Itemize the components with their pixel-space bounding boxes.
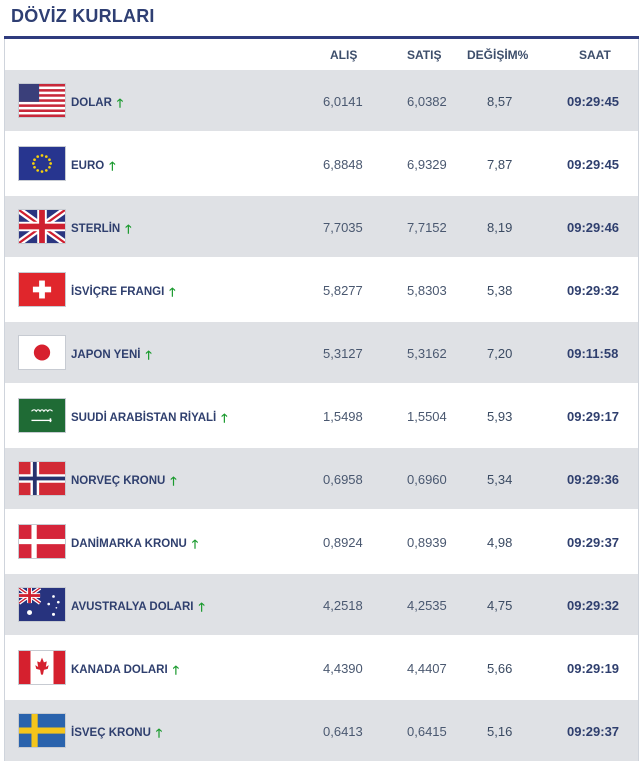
ch-flag-icon [18, 272, 66, 307]
column-header-buy: ALIŞ [330, 48, 358, 62]
currency-name[interactable]: DANİMARKA KRONU 🡑 [71, 535, 198, 556]
buy-rate: 6,0141 [323, 94, 363, 109]
buy-rate: 4,4390 [323, 661, 363, 676]
table-row[interactable]: EURO 🡑 6,8848 6,9329 7,87 09:29:45 [5, 133, 638, 194]
arrow-up-icon: 🡑 [116, 96, 124, 110]
change-percent: 8,19 [487, 220, 513, 235]
buy-rate: 4,2518 [323, 598, 363, 613]
table-row[interactable]: İSVİÇRE FRANGI 🡑 5,8277 5,8303 5,38 09:29… [5, 259, 638, 320]
jp-flag-icon [18, 335, 66, 370]
buy-rate: 1,5498 [323, 409, 363, 424]
table-row[interactable]: NORVEÇ KRONU 🡑 0,6958 0,6960 5,34 09:29:3… [5, 448, 638, 509]
currency-name[interactable]: İSVEÇ KRONU 🡑 [71, 724, 162, 745]
change-percent: 5,16 [487, 724, 513, 739]
update-time: 09:29:45 [567, 157, 620, 172]
currency-name[interactable]: SUUDİ ARABİSTAN RİYALİ 🡑 [71, 409, 228, 430]
buy-rate: 0,6413 [323, 724, 363, 739]
page-title: DÖVİZ KURLARI [11, 6, 155, 26]
update-time: 09:29:37 [567, 724, 620, 739]
change-percent: 5,34 [487, 472, 513, 487]
sell-rate: 6,0382 [407, 94, 447, 109]
currency-name[interactable]: AVUSTRALYA DOLARI 🡑 [71, 598, 205, 619]
currency-name[interactable]: İSVİÇRE FRANGI 🡑 [71, 283, 176, 304]
us-flag-icon [18, 83, 66, 118]
arrow-up-icon: 🡑 [109, 159, 116, 173]
change-percent: 5,93 [487, 409, 513, 424]
title-divider [4, 36, 639, 39]
currency-table: DOLAR 🡑 6,0141 6,0382 8,57 09:29:45 EURO 🡑… [4, 70, 639, 761]
buy-rate: 0,8924 [323, 535, 363, 550]
column-header-change: DEĞİŞİM% [467, 48, 529, 62]
no-flag-icon [18, 461, 66, 496]
table-row[interactable]: DANİMARKA KRONU 🡑 0,8924 0,8939 4,98 09:2… [5, 511, 638, 572]
column-header-sell: SATIŞ [407, 48, 442, 62]
table-header: ALIŞ SATIŞ DEĞİŞİM% SAAT [4, 39, 639, 70]
sell-rate: 5,8303 [407, 283, 447, 298]
buy-rate: 5,8277 [323, 283, 363, 298]
change-percent: 8,57 [487, 94, 513, 109]
update-time: 09:29:45 [567, 94, 620, 109]
update-time: 09:29:36 [567, 472, 620, 487]
currency-name[interactable]: JAPON YENİ 🡑 [71, 346, 152, 367]
sell-rate: 5,3162 [407, 346, 447, 361]
table-row[interactable]: STERLİN 🡑 7,7035 7,7152 8,19 09:29:46 [5, 196, 638, 257]
se-flag-icon [18, 713, 66, 748]
arrow-up-icon: 🡑 [125, 222, 132, 236]
update-time: 09:29:19 [567, 661, 620, 676]
arrow-up-icon: 🡑 [169, 285, 176, 299]
currency-name[interactable]: EURO 🡑 [71, 157, 115, 178]
eu-flag-icon [18, 146, 66, 181]
arrow-up-icon: 🡑 [221, 411, 228, 425]
table-row[interactable]: SUUDİ ARABİSTAN RİYALİ 🡑 1,5498 1,5504 5,… [5, 385, 638, 446]
update-time: 09:29:17 [567, 409, 620, 424]
buy-rate: 7,7035 [323, 220, 363, 235]
sell-rate: 0,6960 [407, 472, 447, 487]
ca-flag-icon [18, 650, 66, 685]
arrow-up-icon: 🡑 [145, 348, 152, 362]
arrow-up-icon: 🡑 [191, 537, 199, 551]
table-row[interactable]: İSVEÇ KRONU 🡑 0,6413 0,6415 5,16 09:29:37 [5, 700, 638, 761]
change-percent: 7,87 [487, 157, 513, 172]
currency-name[interactable]: KANADA DOLARI 🡑 [71, 661, 179, 682]
au-flag-icon [18, 587, 66, 622]
sell-rate: 6,9329 [407, 157, 447, 172]
table-row[interactable]: KANADA DOLARI 🡑 4,4390 4,4407 5,66 09:29:… [5, 637, 638, 698]
currency-name[interactable]: NORVEÇ KRONU 🡑 [71, 472, 177, 493]
sa-flag-icon [18, 398, 66, 433]
column-header-time: SAAT [579, 48, 611, 62]
arrow-up-icon: 🡑 [155, 726, 163, 740]
change-percent: 5,38 [487, 283, 513, 298]
dk-flag-icon [18, 524, 66, 559]
update-time: 09:11:58 [567, 346, 619, 361]
sell-rate: 7,7152 [407, 220, 447, 235]
arrow-up-icon: 🡑 [170, 474, 177, 488]
update-time: 09:29:37 [567, 535, 620, 550]
update-time: 09:29:32 [567, 283, 620, 298]
update-time: 09:29:46 [567, 220, 620, 235]
sell-rate: 0,6415 [407, 724, 447, 739]
table-row[interactable]: AVUSTRALYA DOLARI 🡑 4,2518 4,2535 4,75 09… [5, 574, 638, 635]
change-percent: 4,75 [487, 598, 513, 613]
sell-rate: 4,4407 [407, 661, 447, 676]
table-row[interactable]: JAPON YENİ 🡑 5,3127 5,3162 7,20 09:11:58 [5, 322, 638, 383]
currency-name[interactable]: DOLAR 🡑 [71, 94, 123, 115]
table-row[interactable]: DOLAR 🡑 6,0141 6,0382 8,57 09:29:45 [5, 70, 638, 131]
buy-rate: 5,3127 [323, 346, 363, 361]
change-percent: 5,66 [487, 661, 513, 676]
uk-flag-icon [18, 209, 66, 244]
arrow-up-icon: 🡑 [172, 663, 179, 677]
update-time: 09:29:32 [567, 598, 620, 613]
sell-rate: 0,8939 [407, 535, 447, 550]
arrow-up-icon: 🡑 [198, 600, 205, 614]
buy-rate: 6,8848 [323, 157, 363, 172]
buy-rate: 0,6958 [323, 472, 363, 487]
sell-rate: 1,5504 [407, 409, 447, 424]
change-percent: 7,20 [487, 346, 513, 361]
change-percent: 4,98 [487, 535, 513, 550]
sell-rate: 4,2535 [407, 598, 447, 613]
currency-name[interactable]: STERLİN 🡑 [71, 220, 131, 241]
